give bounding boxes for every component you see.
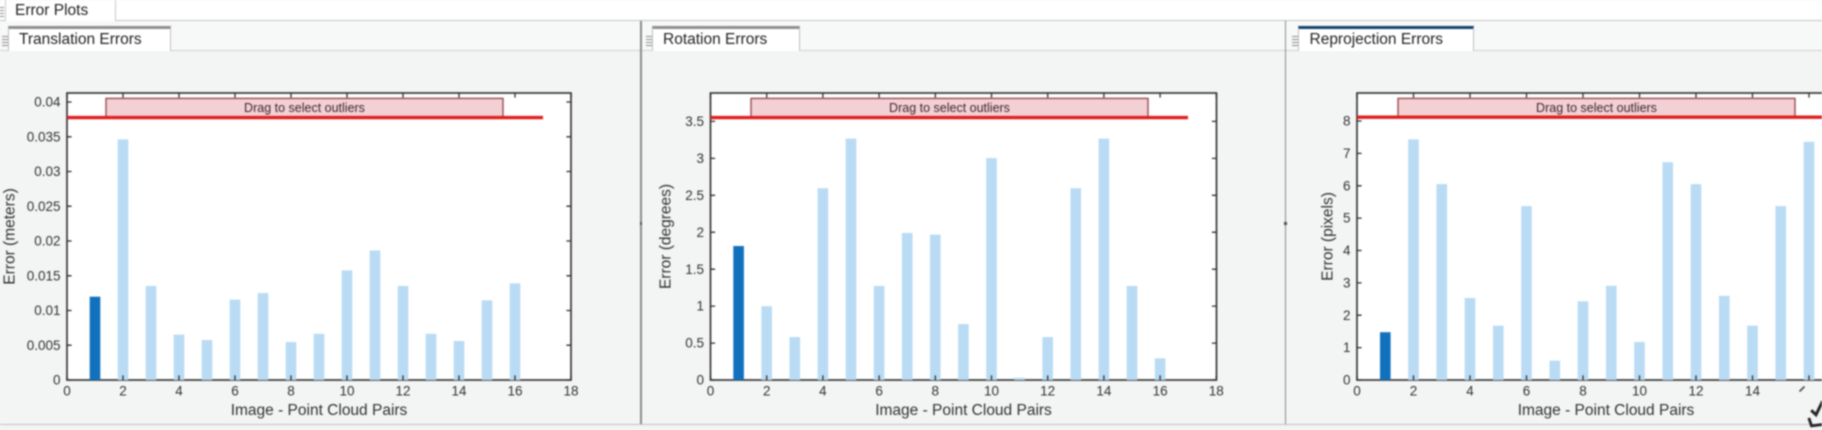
svg-text:3: 3 [1343, 276, 1351, 291]
svg-text:14: 14 [451, 384, 467, 399]
svg-text:8: 8 [1343, 114, 1351, 129]
svg-text:10: 10 [339, 384, 354, 399]
svg-text:0: 0 [63, 384, 71, 399]
svg-text:18: 18 [1209, 384, 1224, 399]
svg-text:0.04: 0.04 [34, 95, 61, 110]
svg-text:0: 0 [707, 384, 715, 399]
svg-text:0.015: 0.015 [27, 268, 61, 283]
svg-text:6: 6 [231, 384, 239, 399]
svg-text:12: 12 [395, 384, 410, 399]
svg-text:7: 7 [1343, 146, 1351, 161]
svg-text:0: 0 [1353, 384, 1361, 399]
svg-text:8: 8 [932, 384, 940, 399]
svg-text:0.5: 0.5 [685, 336, 704, 351]
svg-text:1.5: 1.5 [685, 262, 704, 277]
svg-text:Image - Point Cloud Pairs: Image - Point Cloud Pairs [1518, 402, 1695, 419]
svg-text:3.5: 3.5 [685, 114, 704, 129]
svg-text:6: 6 [875, 384, 883, 399]
svg-text:0.01: 0.01 [34, 303, 60, 318]
svg-text:Image - Point Cloud Pairs: Image - Point Cloud Pairs [875, 402, 1052, 419]
svg-text:4: 4 [819, 384, 827, 399]
svg-text:8: 8 [1579, 384, 1587, 399]
svg-text:0.035: 0.035 [27, 129, 61, 144]
svg-text:1: 1 [1343, 340, 1351, 355]
svg-text:0: 0 [53, 373, 61, 388]
svg-text:6: 6 [1523, 384, 1531, 399]
svg-text:12: 12 [1688, 384, 1703, 399]
svg-text:12: 12 [1040, 384, 1055, 399]
svg-text:14: 14 [1745, 384, 1761, 399]
svg-text:0.025: 0.025 [27, 199, 61, 214]
svg-text:1: 1 [696, 299, 704, 314]
svg-text:5: 5 [1343, 211, 1351, 226]
svg-text:16: 16 [507, 384, 522, 399]
svg-text:Image - Point Cloud Pairs: Image - Point Cloud Pairs [231, 402, 408, 419]
svg-text:18: 18 [563, 384, 578, 399]
svg-text:6: 6 [1343, 178, 1351, 193]
svg-text:2: 2 [1343, 308, 1351, 323]
svg-text:4: 4 [1343, 243, 1351, 258]
svg-text:8: 8 [287, 384, 295, 399]
svg-text:Error (meters): Error (meters) [2, 188, 19, 284]
svg-text:2.5: 2.5 [685, 188, 704, 203]
svg-text:0: 0 [696, 373, 704, 388]
svg-text:10: 10 [1632, 384, 1647, 399]
svg-text:2: 2 [1410, 384, 1418, 399]
svg-text:16: 16 [1153, 384, 1168, 399]
svg-text:10: 10 [984, 384, 999, 399]
svg-text:3: 3 [696, 151, 704, 166]
svg-text:Error (pixels): Error (pixels) [1320, 192, 1337, 281]
svg-text:0: 0 [1343, 373, 1351, 388]
svg-text:4: 4 [175, 384, 183, 399]
svg-text:0.005: 0.005 [27, 338, 61, 353]
svg-text:0.02: 0.02 [34, 234, 60, 249]
svg-text:Error (degrees): Error (degrees) [658, 184, 675, 289]
svg-text:Drag to select outliers: Drag to select outliers [889, 101, 1010, 115]
svg-text:2: 2 [763, 384, 771, 399]
svg-text:Drag to select outliers: Drag to select outliers [1536, 101, 1657, 115]
svg-text:2: 2 [696, 225, 704, 240]
svg-text:14: 14 [1096, 384, 1112, 399]
svg-text:Drag to select outliers: Drag to select outliers [244, 101, 365, 115]
svg-text:4: 4 [1466, 384, 1474, 399]
svg-text:2: 2 [119, 384, 127, 399]
svg-text:0.03: 0.03 [34, 164, 60, 179]
